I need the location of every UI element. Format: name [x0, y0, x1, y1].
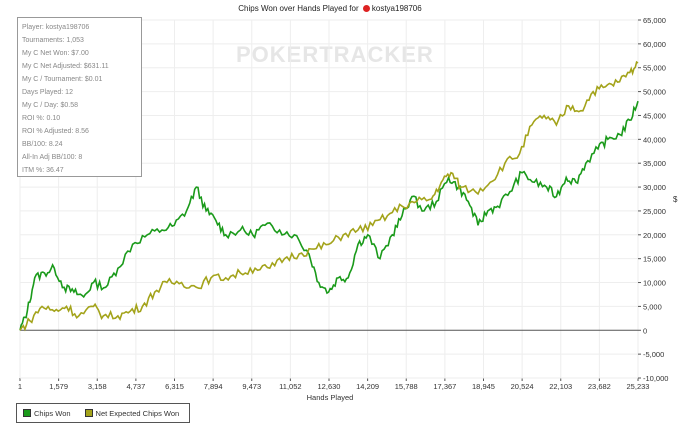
x-tick-label: 11,052: [279, 382, 301, 391]
x-tick-label: 20,524: [511, 382, 534, 391]
legend-swatch: [23, 408, 31, 417]
y-tick-label: 55,000: [643, 64, 666, 73]
legend-item-net-expected[interactable]: Net Expected Chips Won: [84, 408, 180, 418]
y-tick-label: 30,000: [643, 183, 666, 192]
y-tick-label: 15,000: [643, 255, 666, 264]
stat-line: ROI %: 0.10: [22, 115, 61, 122]
pokerstars-icon: [362, 5, 370, 12]
stat-line: BB/100: 8.24: [22, 141, 63, 148]
title-text: Chips Won over Hands Played for: [238, 4, 359, 13]
y-tick-label: 60,000: [643, 40, 666, 49]
series-line-net-expected: [19, 60, 639, 332]
y-tick-label: -5,000: [643, 350, 664, 359]
stats-box: Player: kostya198706 Tournaments: 1,053 My…: [17, 17, 142, 177]
y-tick-label: 20,000: [643, 231, 666, 240]
x-tick-label: 6,315: [165, 382, 184, 391]
x-tick-label: 12,630: [318, 382, 341, 391]
legend: Chips Won Net Expected Chips Won: [16, 403, 190, 423]
x-tick-label: 25,233: [627, 382, 650, 391]
stat-line: My C / Day: $0.58: [22, 102, 79, 109]
stat-line: Days Played: 12: [22, 89, 73, 96]
y-tick-label: 0: [643, 326, 647, 335]
stat-line: ROI % Adjusted: 8.56: [22, 128, 89, 135]
x-axis-label: Hands Played: [306, 393, 354, 402]
stat-line: My C / Tournament: $0.01: [22, 76, 103, 83]
y-tick-label: 45,000: [643, 111, 666, 120]
x-tick-label: 4,737: [126, 382, 145, 391]
legend-label: Net Expected Chips Won: [95, 408, 180, 418]
stat-line: Tournaments: 1,053: [22, 37, 84, 44]
y-axis-label: $: [673, 195, 678, 204]
legend-swatch: [84, 408, 93, 417]
y-tick-label: 25,000: [643, 207, 666, 216]
chart-title: Chips Won over Hands Played for kostya19…: [0, 4, 660, 13]
x-tick-label: 23,682: [588, 382, 611, 391]
x-tick-label: 1,579: [49, 382, 68, 391]
legend-item-chips-won[interactable]: Chips Won: [23, 408, 71, 418]
x-tick-label: 9,473: [242, 382, 261, 391]
stat-line: ITM %: 36.47: [22, 167, 64, 174]
x-tick-label: 1: [18, 382, 22, 391]
stat-line: Player: kostya198706: [22, 24, 90, 31]
y-tick-label: 35,000: [643, 159, 666, 168]
y-tick-label: 10,000: [643, 279, 666, 288]
stat-line: My C Net Adjusted: $631.11: [22, 63, 109, 70]
x-tick-label: 17,367: [433, 382, 456, 391]
player-name: kostya198706: [371, 4, 422, 13]
y-tick-label: 65,000: [643, 16, 666, 25]
y-tick-label: 5,000: [643, 302, 662, 311]
stat-line: My C Net Won: $7.00: [22, 50, 89, 57]
x-tick-label: 7,894: [204, 382, 223, 391]
x-tick-label: 15,788: [395, 382, 418, 391]
y-tick-label: 50,000: [643, 88, 666, 97]
x-tick-label: 18,945: [472, 382, 495, 391]
y-tick-label: 40,000: [643, 135, 666, 144]
series-line-chips-won: [19, 100, 639, 331]
x-tick-label: 3,158: [88, 382, 107, 391]
watermark: POKERTRACKER: [236, 42, 434, 67]
x-tick-label: 14,209: [356, 382, 379, 391]
x-tick-label: 22,103: [549, 382, 572, 391]
y-tick-label: -10,000: [643, 374, 668, 383]
legend-label: Chips Won: [34, 408, 71, 418]
stat-line: All-In Adj BB/100: 8: [22, 154, 83, 161]
